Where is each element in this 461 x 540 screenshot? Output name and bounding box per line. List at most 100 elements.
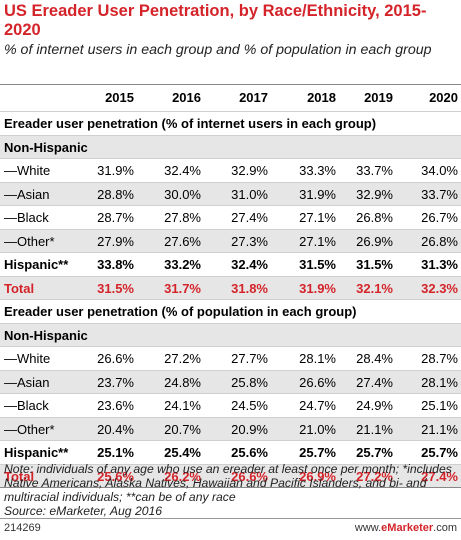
chart-subtitle: % of internet users in each group and % …	[4, 42, 432, 58]
table-cell: 31.5%	[299, 257, 336, 272]
table-cell: 26.9%	[299, 468, 336, 484]
table-cell: 26.9%	[356, 233, 393, 249]
table-row: —Other* 27.9% 27.6% 27.3% 27.1% 26.9% 26.8%	[0, 228, 461, 252]
section-heading-label: Ereader user penetration (% of populatio…	[4, 304, 357, 319]
row-label: Total	[4, 280, 35, 296]
table-cell: 31.9%	[97, 163, 134, 178]
table-header-row: 2015 2016 2017 2018 2019 2020	[0, 85, 461, 111]
table-cell: 32.4%	[164, 163, 201, 178]
table-cell: 33.8%	[97, 257, 134, 272]
table-row: Hispanic** 33.8% 33.2% 32.4% 31.5% 31.5% 31.3%	[0, 252, 461, 276]
group-subheading-label: Non-Hispanic	[4, 327, 88, 343]
table-cell: 27.4%	[421, 468, 458, 484]
table-cell: 23.7%	[97, 374, 134, 390]
chart-note: Note: individuals of any age who use an …	[4, 462, 459, 518]
row-label: —Black	[4, 210, 49, 225]
table-row: —Other* 20.4% 20.7% 20.9% 21.0% 21.1% 21.1%	[0, 416, 461, 440]
table-cell: 20.9%	[231, 421, 268, 437]
table-cell: 27.1%	[299, 210, 336, 225]
table-cell: 31.9%	[299, 280, 336, 296]
table-cell: 25.7%	[356, 445, 393, 460]
table-cell: 25.1%	[97, 445, 134, 460]
section-heading-label: Ereader user penetration (% of internet …	[4, 116, 377, 131]
table-cell: 26.6%	[97, 351, 134, 366]
table-row: —White 26.6% 27.2% 27.7% 28.1% 28.4% 28.7%	[0, 346, 461, 370]
table-cell: 26.8%	[421, 233, 458, 249]
table-cell: 23.6%	[97, 398, 134, 413]
chart-title: US Ereader User Penetration, by Race/Eth…	[4, 2, 427, 39]
table-cell: 26.2%	[164, 468, 201, 484]
table-cell: 27.6%	[164, 233, 201, 249]
table-cell: 28.1%	[299, 351, 336, 366]
table-cell: 31.5%	[356, 257, 393, 272]
section-heading: Ereader user penetration (% of populatio…	[0, 299, 461, 323]
brand-link[interactable]: www.eMarketer.com	[355, 522, 457, 534]
note-text: Note: individuals of any age who use an …	[4, 462, 452, 504]
table-cell: 27.2%	[164, 351, 201, 366]
table-cell: 33.3%	[299, 163, 336, 178]
column-header: 2018	[307, 90, 336, 105]
table-row: Total 31.5% 31.7% 31.8% 31.9% 32.1% 32.3%	[0, 275, 461, 299]
brand-prefix: www.	[354, 522, 382, 534]
table-cell: 24.5%	[231, 398, 268, 413]
table-cell: 28.8%	[97, 186, 134, 202]
row-label: —Asian	[4, 186, 50, 202]
row-label: —Black	[4, 398, 49, 413]
column-header: 2015	[105, 90, 134, 105]
table-cell: 26.8%	[356, 210, 393, 225]
table-cell: 33.2%	[164, 257, 201, 272]
table-cell: 25.6%	[231, 445, 268, 460]
table-cell: 31.7%	[164, 280, 201, 296]
table-cell: 32.3%	[421, 280, 458, 296]
table-cell: 28.1%	[421, 374, 458, 390]
table-cell: 31.8%	[231, 280, 268, 296]
table-cell: 25.1%	[421, 398, 458, 413]
table-cell: 25.7%	[299, 445, 336, 460]
source-text: Source: eMarketer, Aug 2016	[4, 504, 163, 518]
table-cell: 27.3%	[231, 233, 268, 249]
column-header: 2019	[364, 90, 393, 105]
table-row: —Black 28.7% 27.8% 27.4% 27.1% 26.8% 26.7%	[0, 205, 461, 229]
row-label: Hispanic**	[4, 445, 69, 460]
table-cell: 27.9%	[97, 233, 134, 249]
table-cell: 26.6%	[231, 468, 268, 484]
table-cell: 26.7%	[421, 210, 458, 225]
table-cell: 28.4%	[356, 351, 393, 366]
table-row: —Asian 28.8% 30.0% 31.0% 31.9% 32.9% 33.7%	[0, 181, 461, 205]
table-cell: 28.7%	[421, 351, 458, 366]
table-row: —Asian 23.7% 24.8% 25.8% 26.6% 27.4% 28.1%	[0, 369, 461, 393]
row-label: —White	[4, 163, 51, 178]
group-subheading: Non-Hispanic	[0, 134, 461, 158]
table-cell: 33.7%	[356, 163, 393, 178]
table-cell: 31.3%	[421, 257, 458, 272]
brand-name: eMarketer	[381, 522, 434, 534]
table-cell: 33.7%	[421, 186, 458, 202]
table-cell: 32.1%	[356, 280, 393, 296]
table-cell: 30.0%	[164, 186, 201, 202]
table-cell: 21.0%	[299, 421, 336, 437]
table-cell: 27.4%	[356, 374, 393, 390]
table-row: Total 25.6% 26.2% 26.6% 26.9% 27.2% 27.4%	[0, 463, 461, 487]
column-header: 2017	[239, 90, 268, 105]
table-cell: 31.5%	[97, 280, 134, 296]
table-cell: 31.9%	[299, 186, 336, 202]
section-heading: Ereader user penetration (% of internet …	[0, 111, 461, 135]
table-row: Hispanic** 25.1% 25.4% 25.6% 25.7% 25.7% 25.7%	[0, 440, 461, 464]
row-label: —Asian	[4, 374, 50, 390]
table-cell: 20.4%	[97, 421, 134, 437]
table-cell: 21.1%	[421, 421, 458, 437]
table-cell: 34.0%	[421, 163, 458, 178]
table-cell: 32.9%	[356, 186, 393, 202]
table-cell: 27.1%	[299, 233, 336, 249]
row-label: —Other*	[4, 233, 55, 249]
row-label: Total	[4, 468, 35, 484]
row-label: —Other*	[4, 421, 55, 437]
group-subheading-label: Non-Hispanic	[4, 139, 88, 155]
brand-suffix: .com	[433, 522, 457, 534]
table-cell: 24.1%	[164, 398, 201, 413]
table-row: —Black 23.6% 24.1% 24.5% 24.7% 24.9% 25.1%	[0, 393, 461, 417]
table-cell: 27.2%	[356, 468, 393, 484]
table-cell: 27.7%	[231, 351, 268, 366]
table-cell: 31.0%	[231, 186, 268, 202]
table-cell: 24.9%	[356, 398, 393, 413]
